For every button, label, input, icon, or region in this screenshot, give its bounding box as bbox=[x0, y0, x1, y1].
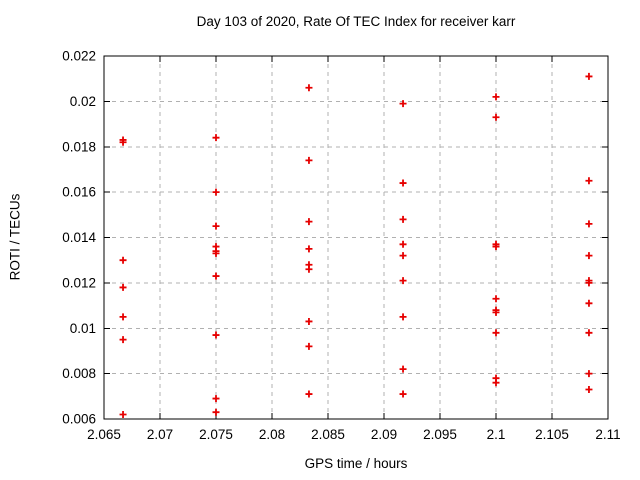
data-point-marker bbox=[119, 283, 127, 291]
x-tick-label: 2.075 bbox=[199, 427, 233, 442]
data-point-marker bbox=[212, 395, 220, 403]
y-tick-label: 0.014 bbox=[62, 230, 96, 245]
data-point-marker bbox=[212, 134, 220, 142]
data-point-marker bbox=[585, 177, 593, 185]
data-point-marker bbox=[585, 370, 593, 378]
data-point-marker bbox=[399, 365, 407, 373]
data-point-marker bbox=[585, 299, 593, 307]
x-tick-label: 2.1 bbox=[487, 427, 506, 442]
data-point-marker bbox=[492, 93, 500, 101]
data-point-marker bbox=[119, 410, 127, 418]
y-tick-label: 0.01 bbox=[70, 321, 96, 336]
y-tick-label: 0.006 bbox=[62, 412, 96, 427]
data-point-marker bbox=[492, 113, 500, 121]
data-point-marker bbox=[212, 272, 220, 280]
data-point-marker bbox=[212, 331, 220, 339]
data-point-marker bbox=[305, 342, 313, 350]
data-point-marker bbox=[585, 279, 593, 287]
data-point-marker bbox=[119, 336, 127, 344]
x-axis-label: GPS time / hours bbox=[304, 456, 408, 471]
data-point-marker bbox=[585, 220, 593, 228]
data-point-marker bbox=[399, 277, 407, 285]
x-tick-label: 2.095 bbox=[423, 427, 457, 442]
data-point-marker bbox=[585, 329, 593, 337]
grid-layer bbox=[104, 56, 608, 419]
data-point-marker bbox=[585, 252, 593, 260]
data-point-marker bbox=[305, 245, 313, 253]
data-point-marker bbox=[399, 390, 407, 398]
data-point-marker bbox=[305, 390, 313, 398]
data-point-marker bbox=[305, 265, 313, 273]
data-point-marker bbox=[305, 317, 313, 325]
data-point-marker bbox=[399, 215, 407, 223]
data-point-marker bbox=[305, 218, 313, 226]
data-point-marker bbox=[305, 84, 313, 92]
data-point-marker bbox=[212, 222, 220, 230]
data-point-marker bbox=[305, 156, 313, 164]
x-tick-label: 2.065 bbox=[87, 427, 121, 442]
data-point-marker bbox=[119, 138, 127, 146]
y-tick-label: 0.012 bbox=[62, 275, 96, 290]
y-tick-label: 0.008 bbox=[62, 366, 96, 381]
y-tick-label: 0.018 bbox=[62, 139, 96, 154]
y-tick-label: 0.022 bbox=[62, 49, 96, 64]
data-point-marker bbox=[399, 252, 407, 260]
chart-title: Day 103 of 2020, Rate Of TEC Index for r… bbox=[196, 14, 516, 29]
x-tick-label: 2.08 bbox=[259, 427, 285, 442]
tick-label-layer: 2.065 2.07 2.075 2.08 2.085 2.09 2.095 2.1 2.105… bbox=[62, 49, 620, 443]
data-points-layer bbox=[119, 72, 593, 418]
y-tick-label: 0.016 bbox=[62, 185, 96, 200]
data-point-marker bbox=[492, 243, 500, 251]
data-point-marker bbox=[585, 386, 593, 394]
data-point-marker bbox=[399, 179, 407, 187]
data-point-marker bbox=[585, 72, 593, 80]
data-point-marker bbox=[492, 295, 500, 303]
data-point-marker bbox=[119, 313, 127, 321]
x-tick-label: 2.105 bbox=[535, 427, 569, 442]
x-tick-label: 2.11 bbox=[595, 427, 620, 442]
data-point-marker bbox=[212, 188, 220, 196]
data-point-marker bbox=[492, 308, 500, 316]
data-point-marker bbox=[399, 240, 407, 248]
data-point-marker bbox=[399, 313, 407, 321]
data-point-marker bbox=[212, 249, 220, 257]
data-point-marker bbox=[492, 379, 500, 387]
data-point-marker bbox=[492, 329, 500, 337]
data-point-marker bbox=[212, 408, 220, 416]
axes-layer bbox=[103, 55, 609, 420]
x-tick-label: 2.085 bbox=[311, 427, 345, 442]
x-tick-label: 2.07 bbox=[147, 427, 173, 442]
data-point-marker bbox=[119, 256, 127, 264]
y-tick-label: 0.02 bbox=[70, 94, 96, 109]
x-tick-label: 2.09 bbox=[371, 427, 397, 442]
data-point-marker bbox=[399, 100, 407, 108]
